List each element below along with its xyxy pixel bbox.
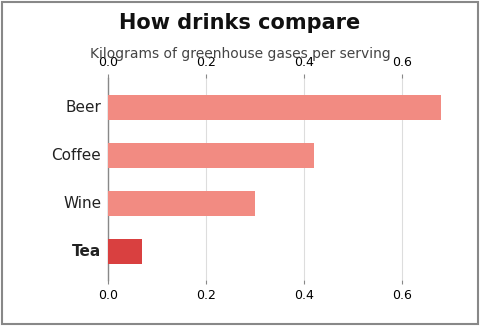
Text: Beer: Beer (65, 100, 101, 115)
Text: Kilograms of greenhouse gases per serving: Kilograms of greenhouse gases per servin… (90, 47, 390, 61)
Bar (108, 143, 314, 168)
Text: Tea: Tea (72, 244, 101, 259)
Text: How drinks compare: How drinks compare (120, 13, 360, 33)
Text: Coffee: Coffee (51, 148, 101, 163)
Text: Wine: Wine (63, 196, 101, 211)
Bar (108, 239, 143, 264)
Bar (108, 95, 441, 120)
Bar (108, 191, 255, 216)
